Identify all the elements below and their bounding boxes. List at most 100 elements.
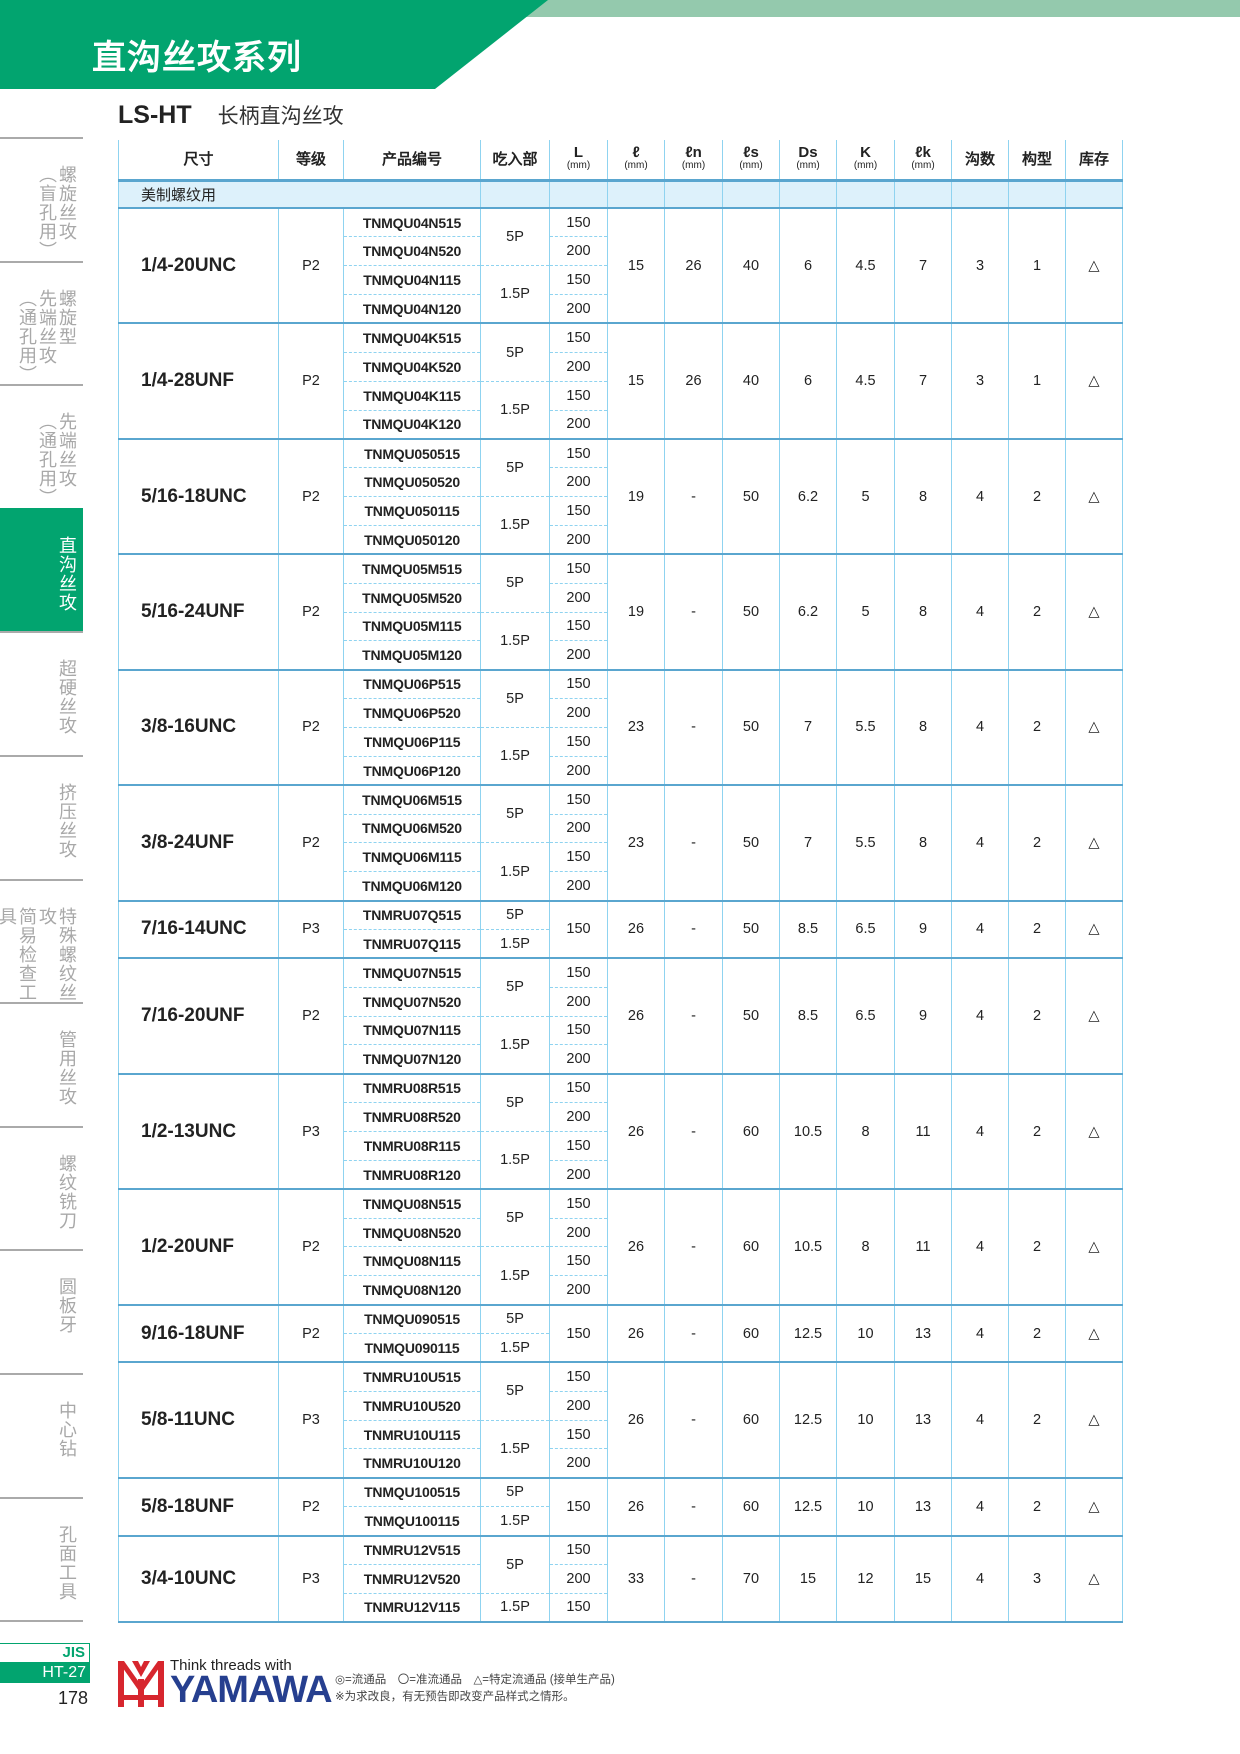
table-row: TNMQU07N520 200 (119, 987, 1123, 1017)
spec-stock: △ (1065, 1189, 1123, 1306)
product-code: TNMQU08N520 (343, 1218, 481, 1248)
column-header-unit: (mm) (681, 160, 706, 172)
product-code: TNMQU050115 (343, 496, 481, 526)
thread-size: 1/2-20UNF (118, 1189, 279, 1306)
spec-ls: 40 (722, 323, 780, 440)
spec-flutes: 4 (951, 785, 1009, 902)
spec-flutes: 4 (951, 1073, 1009, 1191)
table-row: TNMQU090115 1.5P (119, 1333, 1123, 1364)
product-code: TNMQU06M520 (343, 814, 481, 844)
spec-l: 15 (607, 323, 665, 440)
logo-brand: YAMAWA (170, 1669, 333, 1711)
product-code: TNMRU10U520 (343, 1391, 481, 1421)
spec-flutes: 4 (951, 958, 1009, 1075)
table-row: TNMRU07Q115 1.5P (119, 929, 1123, 960)
chamfer: 5P (480, 785, 550, 844)
product-code: TNMQU100515 (343, 1477, 481, 1508)
spec-ls: 60 (722, 1189, 780, 1306)
sidebar-item-label: 超硬丝攻 (57, 659, 77, 755)
sidebar-item-7[interactable]: 管用丝攻 (0, 1002, 83, 1126)
sidebar-label-line: 特殊螺纹丝攻 (37, 906, 77, 1002)
table-row: 1/4-20UNC P2 TNMQU04N515 5P 150 15 26 40 6 4.5 7 3 1… (118, 208, 1123, 325)
sidebar-item-0[interactable]: 螺旋丝攻 （盲孔用） (0, 137, 83, 261)
spec-k: 8 (836, 1189, 895, 1306)
thread-size: 3/8-16UNC (118, 669, 279, 787)
spec-ds: 7 (779, 669, 837, 787)
spec-flutes: 4 (951, 1362, 1009, 1479)
sidebar-item-6[interactable]: 特殊螺纹丝攻 简易检查工具 (0, 878, 83, 1003)
length-L: 150 (549, 208, 608, 238)
sidebar-item-11[interactable]: 孔面工具 (0, 1496, 83, 1621)
product-code: TNMQU04K120 (343, 410, 481, 440)
sidebar-item-1[interactable]: 螺旋型 先端丝攻 （通孔用） (0, 260, 83, 385)
column-header: Ds (mm) (779, 140, 837, 182)
category-cell (480, 180, 550, 209)
sidebar-item-4[interactable]: 超硬丝攻 (0, 631, 83, 755)
product-code: TNMQU090115 (343, 1333, 481, 1364)
spec-stock: △ (1065, 438, 1123, 556)
column-header: ℓ (mm) (607, 140, 665, 182)
length-L: 200 (549, 1218, 608, 1248)
sidebar-item-3[interactable]: 直沟丝攻 (0, 507, 83, 632)
spec-stock: △ (1065, 1304, 1123, 1364)
product-code: TNMQU07N515 (343, 958, 481, 988)
table-row: TNMQU08N120 200 (119, 1275, 1123, 1306)
length-L: 150 (549, 900, 608, 960)
spec-stock: △ (1065, 1535, 1123, 1624)
length-L: 150 (549, 265, 608, 296)
table-row: 1/4-28UNF P2 TNMQU04K515 5P 150 15 26 40 6 4.5 7 3 1… (118, 323, 1123, 440)
table-row: TNMQU04K115 1.5P 150 (119, 381, 1123, 440)
spec-k: 6.5 (836, 958, 895, 1075)
spec-ds: 8.5 (779, 958, 837, 1075)
table-row: TNMRU08R120 200 (119, 1160, 1123, 1191)
table-row: TNMRU10U520 200 (119, 1391, 1123, 1421)
chamfer: 1.5P (480, 1246, 550, 1306)
spec-ln: - (664, 438, 723, 556)
spec-ds: 6.2 (779, 438, 837, 556)
spec-lk: 9 (894, 900, 952, 960)
page-title: 直沟丝攻系列 (92, 39, 302, 77)
spec-l: 26 (607, 1189, 665, 1306)
spec-flutes: 4 (951, 1189, 1009, 1306)
column-header-label: L (573, 144, 584, 162)
product-code: TNMQU06P520 (343, 698, 481, 728)
product-code: TNMRU08R120 (343, 1160, 481, 1191)
product-code: TNMQU06P115 (343, 727, 481, 757)
spec-k: 10 (836, 1304, 895, 1364)
chamfer: 1.5P (480, 727, 550, 787)
spec-k: 4.5 (836, 323, 895, 440)
product-code: TNMQU04K515 (343, 323, 481, 353)
chamfer: 1.5P (480, 1333, 550, 1364)
length-L: 200 (549, 814, 608, 844)
sidebar-item-8[interactable]: 螺纹铣刀 (0, 1125, 83, 1250)
table-row: TNMQU07N115 1.5P 150 (119, 1016, 1123, 1075)
spec-stock: △ (1065, 900, 1123, 960)
column-header: L (mm) (549, 140, 608, 182)
spec-stock: △ (1065, 323, 1123, 440)
category-cell (894, 180, 952, 209)
spec-lk: 11 (894, 1189, 952, 1306)
table-row: 9/16-18UNF P2 TNMQU090515 5P 150 26-60 12.5 10 1… (118, 1304, 1123, 1364)
table-row: TNMRU12V115 1.5P 150 (119, 1593, 1123, 1624)
spec-stock: △ (1065, 1362, 1123, 1479)
product-code: TNMRU12V520 (343, 1564, 481, 1594)
table-row: TNMQU04N120 200 (119, 294, 1123, 325)
sidebar-item-10[interactable]: 中心钻 (0, 1372, 83, 1497)
spec-ds: 6 (779, 323, 837, 440)
sidebar-item-9[interactable]: 圆板牙 (0, 1249, 83, 1373)
spec-flutes: 3 (951, 323, 1009, 440)
sidebar-label-line: （盲孔用） (37, 165, 57, 260)
sidebar-item-label: 螺纹铣刀 (57, 1154, 77, 1250)
length-L: 150 (549, 727, 608, 757)
column-header-label: 等级 (295, 150, 326, 168)
sidebar-item-5[interactable]: 挤压丝攻 (0, 754, 83, 879)
grade: P3 (278, 1362, 344, 1479)
table-row: TNMQU04N520 200 (119, 236, 1123, 267)
length-L: 200 (549, 756, 608, 787)
sidebar-item-2[interactable]: 先端丝攻 （通孔用） (0, 384, 83, 508)
length-L: 150 (549, 1420, 608, 1450)
column-header: 吃入部 (480, 140, 550, 182)
category-sidebar: 螺旋丝攻 （盲孔用） 螺旋型 先端丝攻 （通孔用） 先端丝攻 （通孔用） 直沟丝攻超硬丝攻 挤压… (0, 137, 83, 1623)
category-cell (779, 180, 837, 209)
grade: P2 (278, 208, 344, 325)
